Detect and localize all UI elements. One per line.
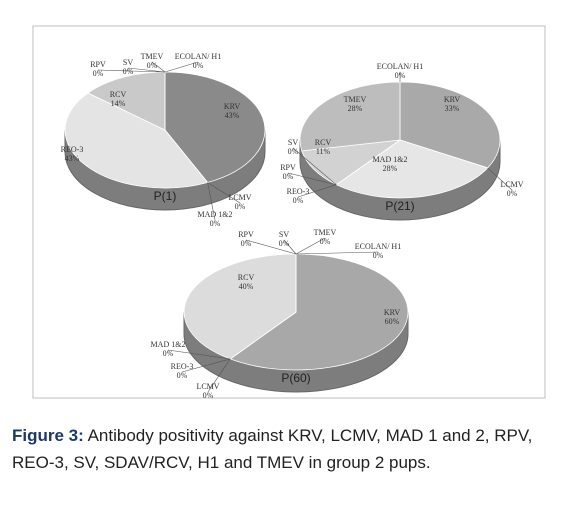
value-label: 0% [203,391,214,400]
value-label: 0% [293,196,304,205]
slice-label: RCV [238,273,255,282]
value-label: 0% [177,371,188,380]
value-label: 0% [320,237,331,246]
slice-label: MAD 1&2 [198,210,233,219]
slice-label: ECOLAN/ H1 [377,62,423,71]
value-label: 28% [383,164,398,173]
slice-label: REO-3 [61,145,84,154]
leader-line [207,182,241,204]
value-label: 0% [193,61,204,70]
value-label: 14% [111,99,126,108]
slice-label: SV [123,58,133,67]
slice-label: SV [279,230,289,239]
value-label: 0% [507,189,518,198]
slice-label: LCMV [500,180,523,189]
leader-line [287,172,337,185]
leader-line [295,237,326,255]
slice-label: LCMV [228,193,251,202]
leader-line [207,182,216,221]
value-label: 0% [373,251,384,260]
value-label: 0% [235,202,246,211]
value-label: 0% [93,69,104,78]
leader-line [167,349,231,360]
value-label: 43% [225,111,240,120]
pie-slice [183,253,297,360]
slice-label: SV [288,138,298,147]
leader-line [164,61,199,73]
value-label: 33% [445,104,460,113]
value-label: 0% [123,67,134,76]
leader-line [297,184,337,198]
slice-label: RPV [90,60,106,69]
slice-label: TMEV [314,228,337,237]
leader-line [151,61,166,73]
slice-label: RPV [280,163,296,172]
pie-slice [229,253,409,371]
slice-label: REO-3 [171,362,194,371]
value-label: 11% [316,147,331,156]
slice-label: RCV [315,138,332,147]
slice-label: LCMV [196,382,219,391]
value-label: 0% [241,239,252,248]
slice-label: RPV [238,230,254,239]
leader-line [245,239,297,255]
caption-label: Figure 3: [12,426,84,445]
slice-label: MAD 1&2 [373,155,408,164]
slice-label: TMEV [344,95,367,104]
value-label: 28% [348,104,363,113]
value-label: 0% [147,61,158,70]
caption-text: Antibody positivity against KRV, LCMV, M… [12,426,533,472]
pie-title: P(21) [385,199,414,213]
slice-label: KRV [224,102,240,111]
value-label: 0% [163,349,174,358]
value-label: 40% [239,282,254,291]
pie-slice [335,139,489,199]
pie-title: P(60) [281,371,310,385]
pie-slice [164,71,266,183]
value-label: 0% [283,172,294,181]
caption: Figure 3: Antibody positivity against KR… [12,422,567,476]
slice-label: KRV [444,95,460,104]
slice-label: ECOLAN/ H1 [355,242,401,251]
slice-label: TMEV [141,52,164,61]
value-label: 0% [395,71,406,80]
leader-line [127,67,166,73]
leader-line [283,239,297,255]
value-label: 0% [288,147,299,156]
pie-slice [64,92,209,189]
value-label: 60% [385,317,400,326]
pie-slice [399,81,501,169]
pie-title: P(1) [154,189,177,203]
value-label: 43% [65,154,80,163]
slice-label: MAD 1&2 [151,340,186,349]
value-label: 0% [279,239,290,248]
slice-label: ECOLAN/ H1 [175,52,221,61]
leader-line [295,251,379,255]
slice-label: RCV [110,90,127,99]
slice-label: REO-3 [287,187,310,196]
leader-line [207,358,231,393]
leader-line [487,167,513,191]
leader-line [292,147,337,185]
leader-line [181,358,231,373]
value-label: 0% [210,219,221,228]
slice-label: KRV [384,308,400,317]
pie-slice [299,81,401,152]
leader-line [97,69,166,73]
